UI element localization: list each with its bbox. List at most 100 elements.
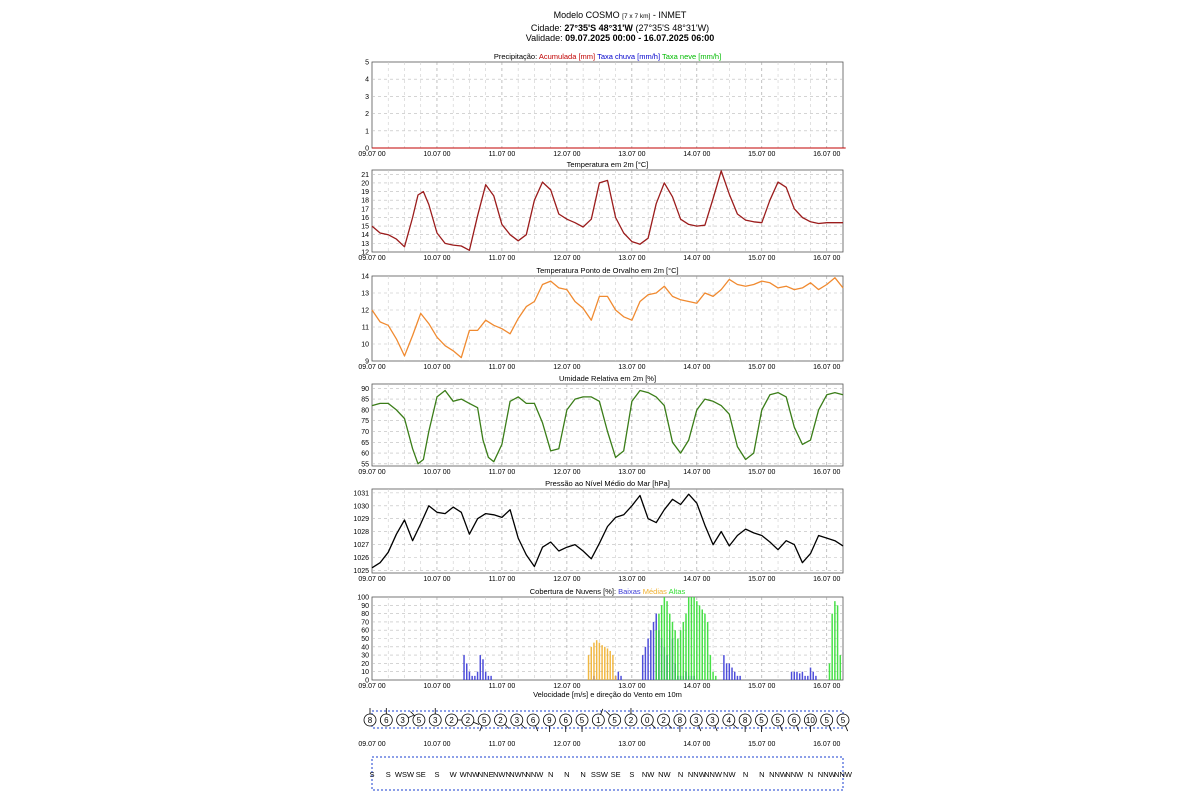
cloud-bar-baixas bbox=[484, 671, 487, 680]
cloud-bar-altas bbox=[693, 597, 695, 680]
wind-direction-label: NW bbox=[723, 770, 736, 779]
cloud-bar-baixas bbox=[793, 671, 796, 680]
wind-speed-circle bbox=[363, 713, 377, 727]
chart-title: Pressão ao Nível Médio do Mar [hPa] bbox=[545, 479, 670, 488]
cloud-bar-baixas bbox=[728, 663, 731, 680]
y-tick-label: 90 bbox=[361, 386, 369, 393]
wind-direction-label: S bbox=[386, 770, 391, 779]
x-tick-label: 09.07 00 bbox=[358, 364, 385, 371]
cloud-bar-altas bbox=[669, 613, 671, 680]
y-tick-label: 90 bbox=[361, 603, 369, 610]
cloud-bar-altas bbox=[685, 613, 687, 680]
chart-title-part: Temperatura em 2m [°C] bbox=[567, 160, 649, 169]
wind-speed-circle bbox=[591, 713, 605, 727]
cloud-bar-médias bbox=[612, 655, 614, 680]
cloud-bar-baixas bbox=[733, 671, 736, 680]
y-tick-label: 4 bbox=[365, 77, 369, 84]
y-tick-label: 10 bbox=[361, 669, 369, 676]
city-line: Cidade: 27°35'S 48°31'W (27°35'S 48°31'W… bbox=[0, 23, 1200, 34]
cloud-bar-médias bbox=[590, 646, 593, 680]
y-tick-label: 1026 bbox=[353, 555, 369, 562]
cloud-bar-baixas bbox=[620, 675, 622, 680]
wind-x-tick-label: 14.07 00 bbox=[683, 741, 710, 748]
x-tick-label: 15.07 00 bbox=[748, 576, 775, 583]
y-tick-label: 21 bbox=[361, 172, 369, 179]
series-line bbox=[371, 493, 844, 569]
x-tick-label: 10.07 00 bbox=[423, 151, 450, 158]
cloud-bar-baixas bbox=[731, 667, 733, 680]
series-line bbox=[371, 389, 844, 465]
cloud-bar-baixas bbox=[482, 659, 484, 680]
x-tick-label: 11.07 00 bbox=[489, 576, 516, 583]
x-tick-label: 15.07 00 bbox=[748, 255, 775, 262]
city-label: Cidade: bbox=[530, 22, 562, 33]
validity-range: 09.07.2025 00:00 - 16.07.2025 06:00 bbox=[565, 33, 715, 43]
cloud-bar-baixas bbox=[798, 673, 801, 680]
y-tick-label: 1025 bbox=[353, 568, 369, 575]
wind-speed-label: 4 bbox=[727, 716, 732, 725]
wind-speed-circle bbox=[657, 713, 670, 727]
wind-direction-label: SE bbox=[416, 770, 426, 779]
y-tick-label: 100 bbox=[357, 595, 369, 602]
validity-label: Validade: bbox=[525, 33, 563, 43]
cloud-bar-médias bbox=[614, 675, 617, 680]
cloud-bar-altas bbox=[706, 621, 709, 680]
cloud-bar-baixas bbox=[804, 675, 806, 680]
wind-speed-label: 6 bbox=[384, 716, 389, 725]
wind-x-tick-label: 11.07 00 bbox=[489, 741, 516, 748]
cloud-bar-baixas bbox=[641, 655, 644, 680]
chart-title: Umidade Relativa em 2m [%] bbox=[559, 374, 656, 383]
validity-line: Validade: 09.07.2025 00:00 - 16.07.2025 … bbox=[0, 33, 1200, 44]
wind-direction-label: N bbox=[580, 770, 585, 779]
wind-direction-label: NNW bbox=[834, 770, 853, 779]
cloud-bar-altas bbox=[671, 621, 674, 680]
y-tick-label: 40 bbox=[361, 644, 369, 651]
cloud-bar-baixas bbox=[790, 671, 793, 680]
cloud-bar-altas bbox=[660, 605, 663, 680]
cloud-bar-baixas bbox=[801, 671, 804, 680]
wind-speed-circle bbox=[689, 713, 703, 727]
y-tick-label: 70 bbox=[361, 429, 369, 436]
cloud-bar-médias bbox=[598, 642, 601, 680]
x-tick-label: 13.07 00 bbox=[618, 364, 645, 371]
wind-speed-label: 2 bbox=[449, 716, 454, 725]
cloud-bar-altas bbox=[828, 663, 831, 680]
x-tick-label: 09.07 00 bbox=[358, 255, 385, 262]
y-tick-label: 80 bbox=[361, 611, 369, 618]
chart-title: Temperatura Ponto de Orvalho em 2m [°C] bbox=[536, 266, 678, 275]
chart-title-part: Precipitação: bbox=[494, 52, 539, 61]
x-tick-label: 13.07 00 bbox=[618, 576, 645, 583]
y-tick-label: 30 bbox=[361, 653, 369, 660]
cloud-bar-altas bbox=[715, 675, 717, 680]
y-tick-label: 2 bbox=[365, 111, 369, 118]
y-tick-label: 17 bbox=[361, 206, 369, 213]
y-tick-label: 11 bbox=[362, 325, 369, 332]
wind-direction-label: NNW bbox=[818, 770, 837, 779]
wind-speed-label: 2 bbox=[466, 716, 471, 725]
cloud-bar-altas bbox=[701, 609, 703, 680]
chart-title-part: Cobertura de Nuvens [%]: bbox=[530, 587, 618, 596]
y-tick-label: 20 bbox=[361, 180, 369, 187]
x-tick-label: 15.07 00 bbox=[748, 469, 775, 476]
cloud-bar-baixas bbox=[463, 655, 465, 680]
wind-direction-label: NNE bbox=[478, 770, 494, 779]
wind-direction-label: S bbox=[369, 770, 374, 779]
cloud-bar-altas bbox=[831, 613, 833, 680]
model-resolution: [7 x 7 km] bbox=[622, 13, 651, 20]
wind-speed-circle bbox=[836, 713, 850, 727]
x-tick-label: 15.07 00 bbox=[748, 364, 775, 371]
y-tick-label: 10 bbox=[361, 342, 369, 349]
y-tick-label: 12 bbox=[361, 250, 369, 257]
wind-direction-label: SE bbox=[611, 770, 621, 779]
wind-speed-label: 3 bbox=[515, 716, 520, 725]
x-tick-label: 09.07 00 bbox=[358, 683, 385, 690]
wind-speed-circle bbox=[543, 713, 556, 727]
x-tick-label: 12.07 00 bbox=[553, 364, 580, 371]
plot-frame bbox=[371, 169, 844, 253]
wind-x-tick-label: 13.07 00 bbox=[618, 741, 645, 748]
wind-speed-circle bbox=[755, 713, 768, 727]
cloud-bar-médias bbox=[606, 648, 609, 680]
cloud-bar-altas bbox=[696, 601, 698, 680]
wind-direction-label: N bbox=[743, 770, 748, 779]
